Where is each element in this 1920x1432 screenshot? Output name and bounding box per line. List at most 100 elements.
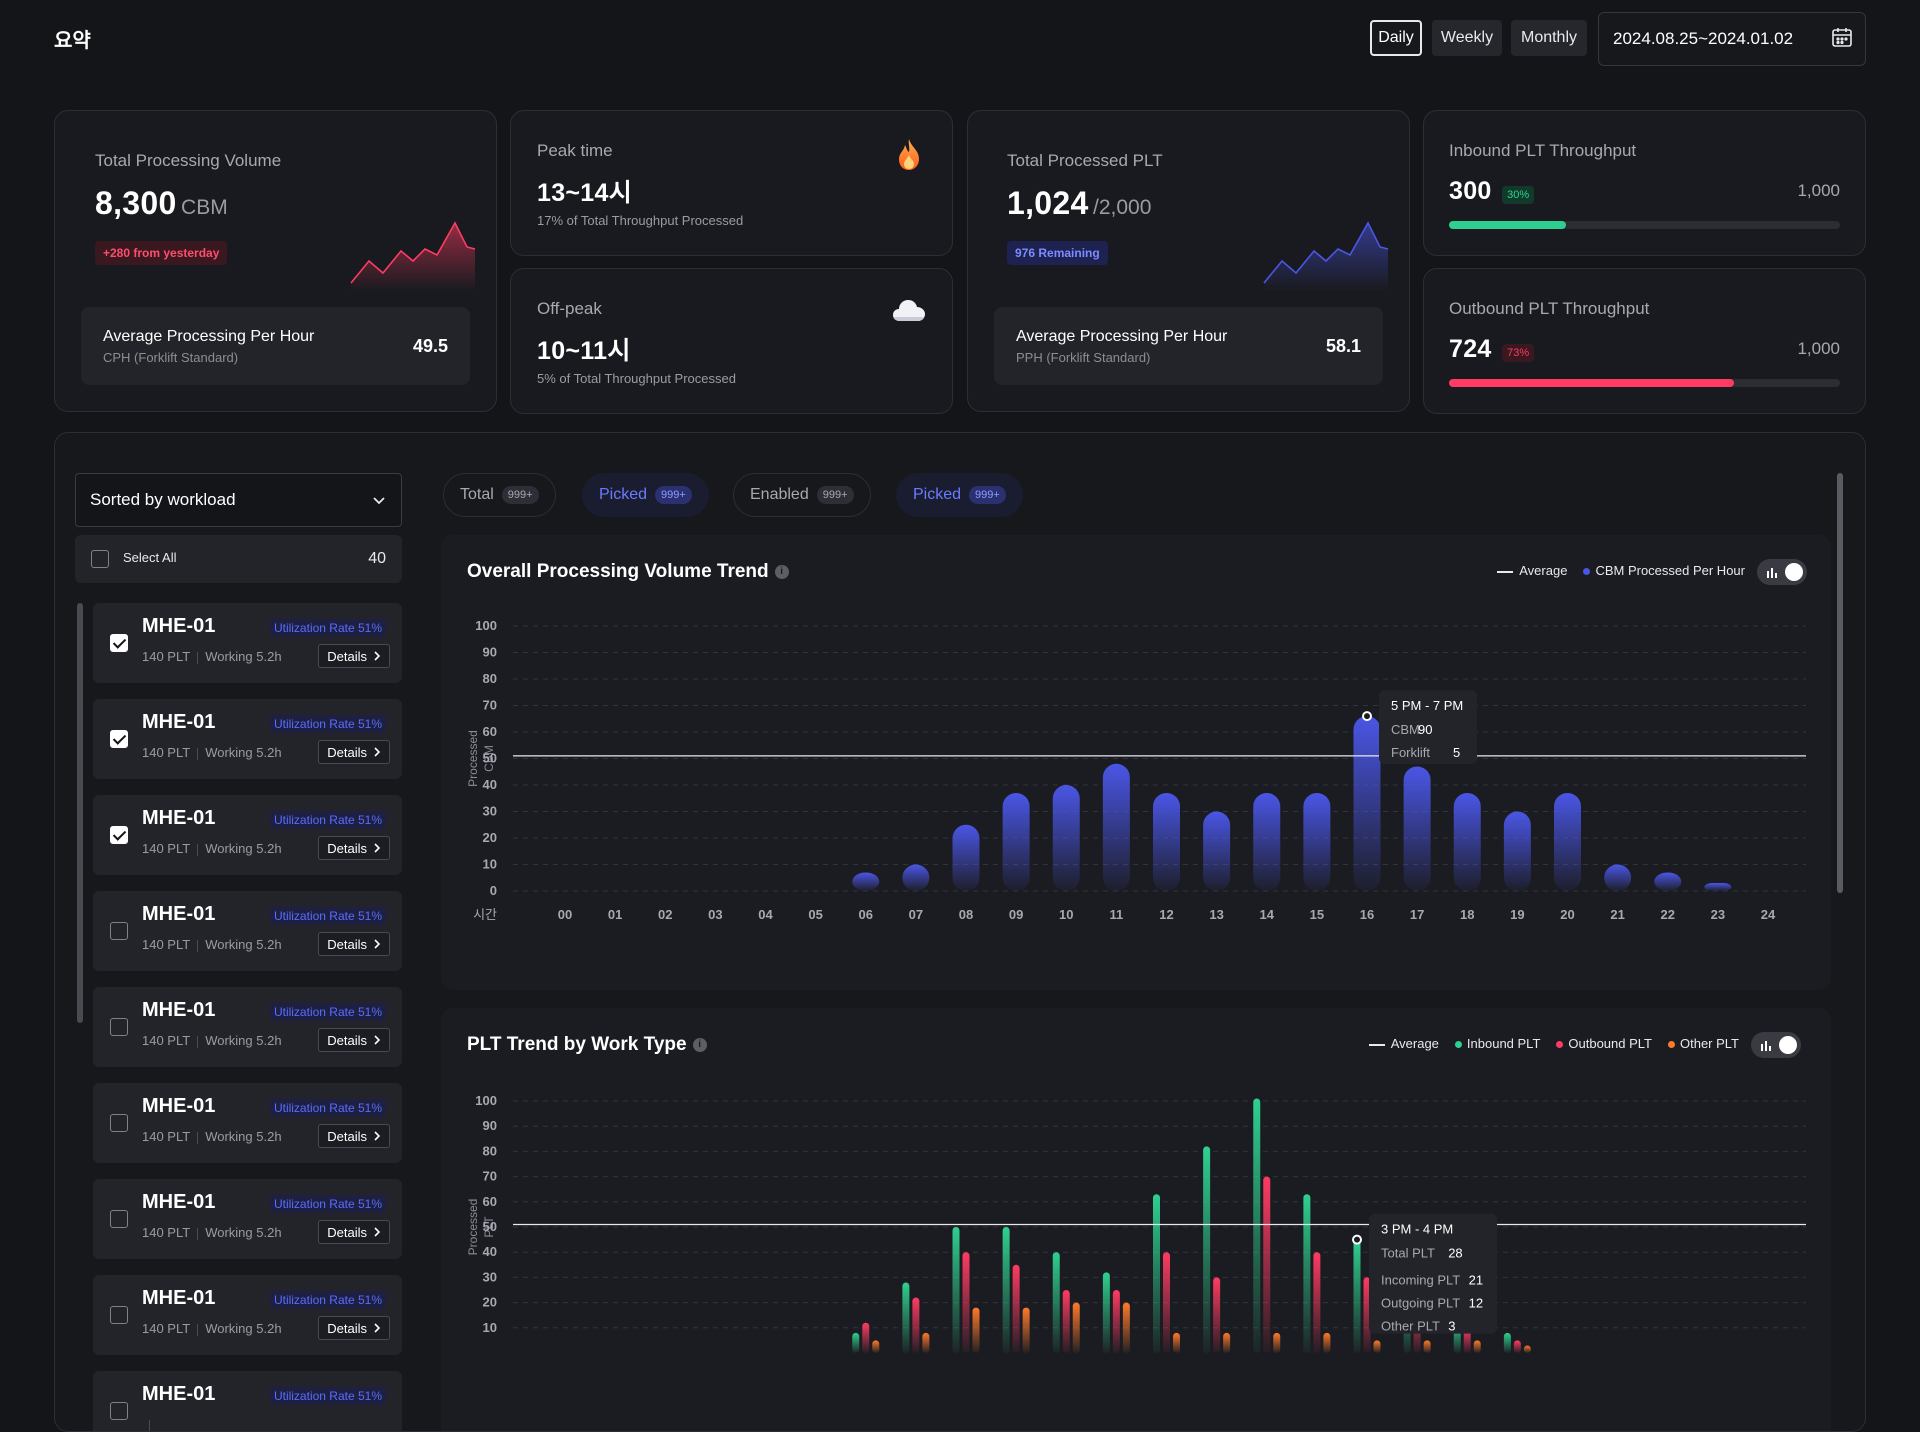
equipment-checkbox[interactable] [110, 826, 128, 844]
select-all-checkbox[interactable] [91, 550, 109, 568]
details-button[interactable]: Details [318, 836, 390, 860]
tooltip-key: CBM [1391, 722, 1420, 737]
bar [1062, 1290, 1070, 1353]
utilization-badge: Utilization Rate 51% [269, 1387, 386, 1405]
bar [1102, 763, 1130, 891]
inbound-value: 300 [1449, 177, 1492, 205]
equipment-item[interactable]: MHE-01 Utilization Rate 51% 140 PLT Worki… [93, 795, 402, 875]
bar-chart-icon [1767, 568, 1777, 578]
equipment-meta: 140 PLT Working 5.2h [142, 1225, 282, 1240]
inbound-card: Inbound PLT Throughput 300 30% 1,000 [1423, 110, 1866, 256]
plt-legend: Average Inbound PLT Outbound PLT Other P… [1368, 1036, 1739, 1051]
equipment-checkbox[interactable] [110, 922, 128, 940]
period-monthly-button[interactable]: Monthly [1511, 20, 1587, 56]
equipment-checkbox[interactable] [110, 634, 128, 652]
utilization-badge: Utilization Rate 51% [269, 1291, 386, 1309]
total-plt-label: Total Processed PLT [1007, 151, 1163, 170]
details-button[interactable]: Details [318, 644, 390, 668]
list-scrollbar[interactable] [77, 603, 83, 1023]
bar [1153, 1194, 1160, 1353]
y-tick-label: 10 [483, 1320, 497, 1335]
equipment-item[interactable]: MHE-01 Utilization Rate 51% 140 PLT Worki… [93, 603, 402, 683]
tab-picked-2[interactable]: Picked 999+ [896, 473, 1023, 517]
equipment-checkbox[interactable] [110, 1114, 128, 1132]
details-button[interactable]: Details [318, 1124, 390, 1148]
equipment-checkbox[interactable] [110, 1402, 128, 1420]
equipment-item[interactable]: MHE-01 Utilization Rate 51% 140 PLT Worki… [93, 987, 402, 1067]
details-button[interactable]: Details [318, 1220, 390, 1244]
bar [1323, 1332, 1331, 1353]
details-button[interactable]: Details [318, 932, 390, 956]
x-tick-label: 02 [658, 907, 672, 922]
equipment-meta [142, 1417, 157, 1431]
y-tick-label: 70 [483, 698, 497, 713]
equipment-meta: 140 PLT Working 5.2h [142, 1129, 282, 1144]
equipment-checkbox[interactable] [110, 1306, 128, 1324]
x-tick-label: 18 [1460, 907, 1474, 922]
details-button[interactable]: Details [318, 740, 390, 764]
bar [1473, 1340, 1481, 1353]
plt-chart: Processed PLT 10 20 30 40 50 60 70 80 90 100 3 PM - … [466, 1093, 1806, 1353]
tab-total[interactable]: Total 999+ [443, 473, 556, 517]
bar [922, 1332, 930, 1353]
utilization-badge: Utilization Rate 51% [269, 811, 386, 829]
info-icon[interactable]: i [692, 1037, 707, 1052]
y-tick-label: 70 [483, 1169, 497, 1184]
bar [1112, 1290, 1120, 1353]
tooltip-marker [1362, 711, 1372, 722]
period-weekly-button[interactable]: Weekly [1432, 20, 1502, 56]
volume-legend: Average CBM Processed Per Hour [1497, 563, 1745, 578]
chevron-right-icon [374, 747, 381, 757]
select-all-row[interactable]: Select All 40 [75, 535, 402, 583]
top-bar: 요약 Daily Weekly Monthly 2024.08.25~2024.… [0, 0, 1920, 78]
tab-count: 999+ [816, 486, 854, 504]
details-button[interactable]: Details [318, 1028, 390, 1052]
equipment-meta: 140 PLT Working 5.2h [142, 841, 282, 856]
peak-note: 17% of Total Throughput Processed [537, 213, 744, 228]
equipment-meta: 140 PLT Working 5.2h [142, 1321, 282, 1336]
details-button[interactable]: Details [318, 1316, 390, 1340]
equipment-item[interactable]: MHE-01 Utilization Rate 51% 140 PLT Worki… [93, 699, 402, 779]
plt-count: 140 PLT [142, 1129, 191, 1144]
equipment-item[interactable]: MHE-01 Utilization Rate 51% 140 PLT Worki… [93, 1083, 402, 1163]
equipment-name: MHE-01 [142, 1095, 216, 1117]
equipment-item[interactable]: MHE-01 Utilization Rate 51% [93, 1371, 402, 1431]
equipment-checkbox[interactable] [110, 1210, 128, 1228]
equipment-item[interactable]: MHE-01 Utilization Rate 51% 140 PLT Worki… [93, 1179, 402, 1259]
x-tick-label: 19 [1510, 907, 1524, 922]
y-tick-label: 30 [483, 804, 497, 819]
peak-time-card: Peak time 13~14시 17% of Total Throughput… [510, 110, 953, 256]
calendar-icon[interactable] [1831, 26, 1853, 53]
date-range-picker[interactable]: 2024.08.25~2024.01.02 [1598, 12, 1866, 66]
x-tick-label: 22 [1661, 907, 1675, 922]
bar [952, 824, 980, 891]
equipment-meta: 140 PLT Working 5.2h [142, 649, 282, 664]
chart-view-toggle[interactable] [1751, 1032, 1801, 1058]
plt-sparkline [1263, 221, 1389, 291]
equipment-checkbox[interactable] [110, 730, 128, 748]
total-volume-label: Total Processing Volume [95, 151, 282, 170]
plt-count: 140 PLT [142, 1033, 191, 1048]
sort-select[interactable]: Sorted by workload [75, 473, 402, 527]
content-scrollbar[interactable] [1837, 473, 1843, 893]
x-tick-label: 05 [808, 907, 822, 922]
equipment-checkbox[interactable] [110, 1018, 128, 1036]
tab-picked[interactable]: Picked 999+ [582, 473, 709, 517]
equipment-item[interactable]: MHE-01 Utilization Rate 51% 140 PLT Worki… [93, 891, 402, 971]
y-tick-label: 20 [483, 1295, 497, 1310]
chart-view-toggle[interactable] [1757, 559, 1807, 585]
bar [1513, 1340, 1521, 1353]
equipment-item[interactable]: MHE-01 Utilization Rate 51% 140 PLT Worki… [93, 1275, 402, 1355]
tab-enabled[interactable]: Enabled 999+ [733, 473, 871, 517]
tooltip-marker [1352, 1234, 1362, 1245]
plt-trend-card: PLT Trend by Work Type i Average Inbound … [441, 1008, 1831, 1431]
tooltip-value: 3 [1448, 1319, 1455, 1334]
bar [862, 1322, 870, 1353]
info-icon[interactable]: i [774, 564, 789, 579]
working-hours: Working 5.2h [205, 937, 282, 952]
period-daily-button[interactable]: Daily [1370, 20, 1422, 56]
x-tick-label: 04 [758, 907, 773, 922]
x-tick-label: 16 [1360, 907, 1374, 922]
x-tick-label: 14 [1260, 907, 1275, 922]
plt-count: 140 PLT [142, 1321, 191, 1336]
